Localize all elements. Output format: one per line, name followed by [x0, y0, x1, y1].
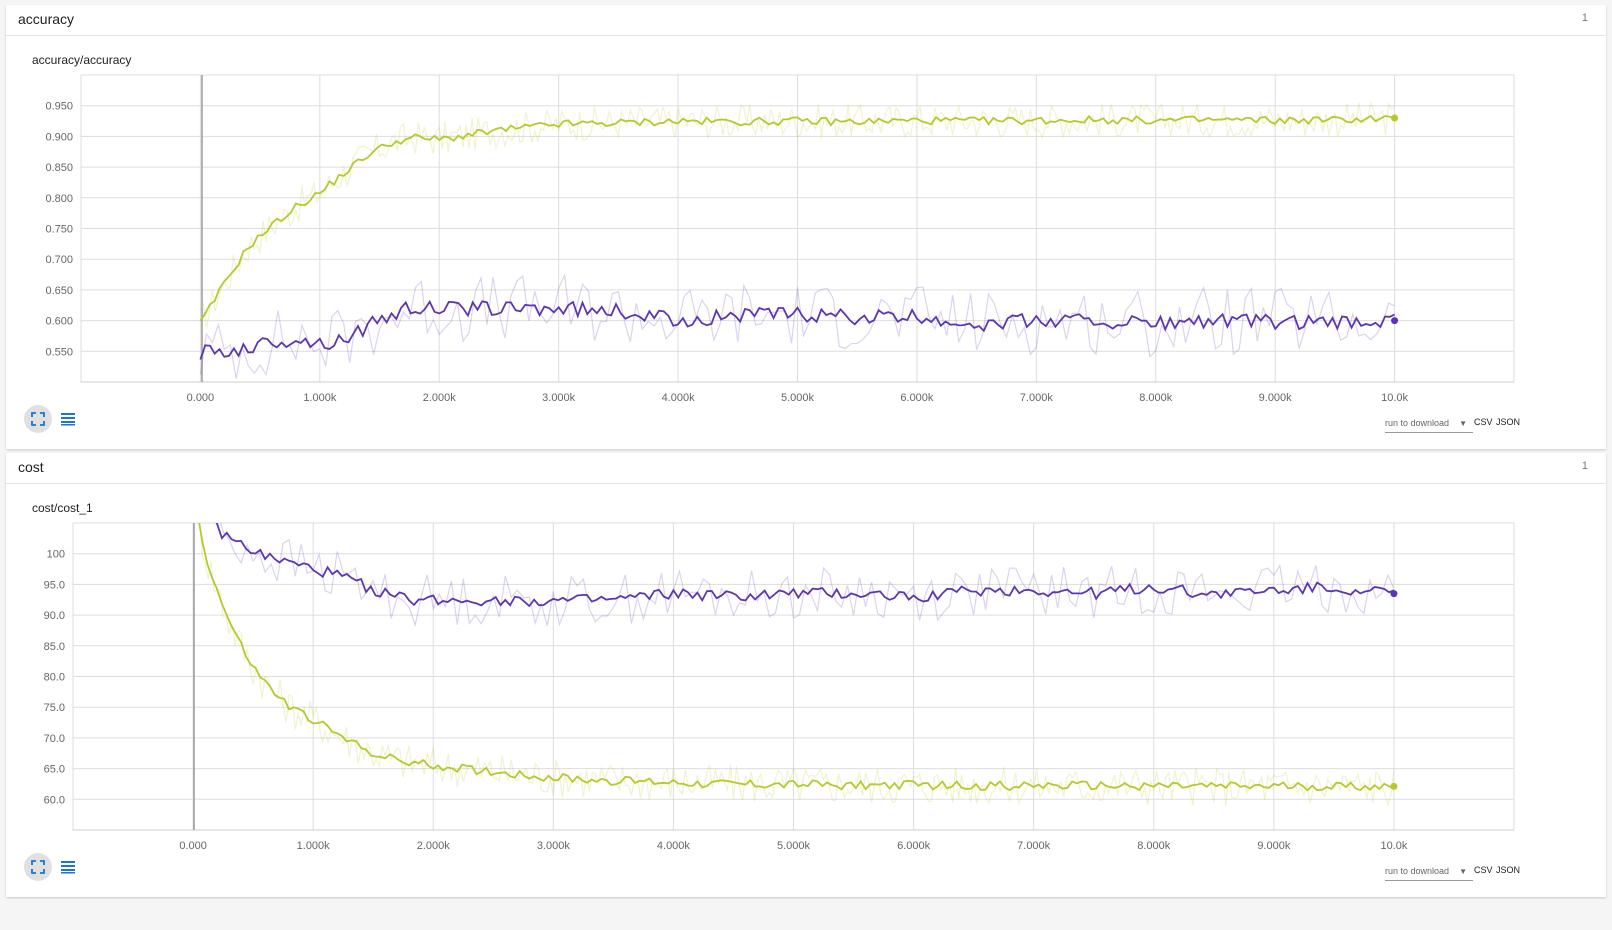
- section-header[interactable]: accuracy 1: [6, 5, 1606, 36]
- smoothed-series-line: [199, 114, 1395, 322]
- section-count: 1: [1581, 12, 1588, 24]
- smoothed-series-line: [215, 523, 1395, 608]
- x-tick-label: 3.000k: [537, 840, 571, 852]
- series-group: [199, 100, 1396, 379]
- series-endpoint[interactable]: [1390, 590, 1398, 598]
- dropdown-arrow-icon: ▼: [1459, 419, 1467, 428]
- y-tick-label: 95.0: [44, 579, 65, 591]
- section-count: 1: [1581, 460, 1588, 472]
- y-tick-label: 70.0: [44, 733, 65, 745]
- fullscreen-button[interactable]: [24, 853, 52, 881]
- y-tick-label: 0.900: [45, 131, 73, 143]
- x-tick-label: 4.000k: [662, 392, 696, 404]
- y-tick-label: 0.800: [45, 193, 73, 205]
- csv-link[interactable]: CSV: [1474, 865, 1493, 875]
- select-value: run to download: [1385, 866, 1450, 876]
- run-to-download-select[interactable]: run to download ▼: [1385, 416, 1473, 433]
- y-tick-label: 75.0: [44, 702, 65, 714]
- dropdown-arrow-icon: ▼: [1459, 867, 1467, 876]
- accuracy-chart[interactable]: 0.550 0.600 0.650 0.700 0.750 0.800 0.850 0.900…: [6, 5, 1606, 404]
- y-tick-label: 0.950: [45, 101, 73, 113]
- y-tick-label: 0.700: [45, 254, 73, 266]
- x-tick-label: 2.000k: [417, 840, 451, 852]
- x-tick-label: 3.000k: [542, 392, 576, 404]
- y-tick-label: 80.0: [44, 672, 65, 684]
- smoothed-series-line: [199, 299, 1395, 360]
- x-tick-label: 2.000k: [423, 392, 457, 404]
- cost-section: cost 1 cost/cost_1 60.0 65.0 70.0 75.0 80.0 8…: [6, 453, 1606, 897]
- section-title: cost: [18, 459, 44, 475]
- raw-series-line: [199, 100, 1396, 329]
- series-endpoint[interactable]: [1391, 317, 1399, 325]
- y-tick-label: 100: [47, 549, 65, 561]
- x-tick-label: 0.000: [179, 840, 207, 852]
- y-tick-label: 90.0: [44, 610, 65, 622]
- series-group: [198, 523, 1395, 807]
- data-table-icon: [61, 861, 75, 874]
- data-table-button[interactable]: [54, 405, 82, 433]
- fullscreen-button[interactable]: [24, 405, 52, 433]
- section-header[interactable]: cost 1: [6, 453, 1606, 484]
- download-panel: run to download ▼ CSV JSON: [1385, 416, 1525, 436]
- select-value: run to download: [1385, 418, 1450, 428]
- series-endpoint[interactable]: [1390, 782, 1398, 790]
- x-tick-label: 9.000k: [1259, 392, 1293, 404]
- raw-series-line: [220, 523, 1395, 628]
- smoothed-series-line: [198, 523, 1395, 792]
- cost-chart[interactable]: 60.0 65.0 70.0 75.0 80.0 85.0 90.0 95.0 100 0.000…: [6, 453, 1606, 852]
- y-tick-label: 65.0: [44, 764, 65, 776]
- json-link[interactable]: JSON: [1496, 865, 1521, 875]
- data-table-icon: [61, 413, 75, 426]
- raw-series-line: [199, 272, 1395, 379]
- x-tick-label: 7.000k: [1020, 392, 1054, 404]
- download-panel: run to download ▼ CSV JSON: [1385, 864, 1525, 884]
- y-tick-label: 60.0: [44, 794, 65, 806]
- x-tick-label: 5.000k: [781, 392, 815, 404]
- accuracy-section: accuracy 1 accuracy/accuracy 0.550 0.600 0…: [6, 5, 1606, 449]
- x-tick-label: 10.0k: [1381, 392, 1408, 404]
- x-tick-label: 8.000k: [1137, 840, 1171, 852]
- x-tick-label: 9.000k: [1257, 840, 1291, 852]
- x-tick-label: 0.000: [187, 392, 215, 404]
- data-table-button[interactable]: [54, 853, 82, 881]
- fullscreen-icon: [31, 412, 45, 426]
- chart-title: cost/cost_1: [32, 501, 93, 515]
- x-tick-label: 6.000k: [897, 840, 931, 852]
- chart-title: accuracy/accuracy: [32, 53, 132, 67]
- y-tick-label: 0.650: [45, 285, 73, 297]
- x-tick-label: 8.000k: [1139, 392, 1173, 404]
- x-tick-label: 1.000k: [297, 840, 331, 852]
- series-endpoint[interactable]: [1391, 114, 1399, 122]
- y-tick-label: 85.0: [44, 641, 65, 653]
- x-tick-label: 10.0k: [1380, 840, 1407, 852]
- y-tick-label: 0.750: [45, 224, 73, 236]
- y-tick-label: 0.850: [45, 162, 73, 174]
- x-tick-label: 5.000k: [777, 840, 811, 852]
- run-to-download-select[interactable]: run to download ▼: [1385, 864, 1473, 881]
- y-tick-label: 0.600: [45, 316, 73, 328]
- x-tick-label: 7.000k: [1017, 840, 1051, 852]
- x-tick-label: 4.000k: [657, 840, 691, 852]
- section-title: accuracy: [18, 11, 75, 27]
- x-tick-label: 1.000k: [303, 392, 337, 404]
- json-link[interactable]: JSON: [1496, 417, 1521, 427]
- y-tick-label: 0.550: [45, 346, 73, 358]
- x-tick-label: 6.000k: [900, 392, 934, 404]
- fullscreen-icon: [31, 860, 45, 874]
- csv-link[interactable]: CSV: [1474, 417, 1493, 427]
